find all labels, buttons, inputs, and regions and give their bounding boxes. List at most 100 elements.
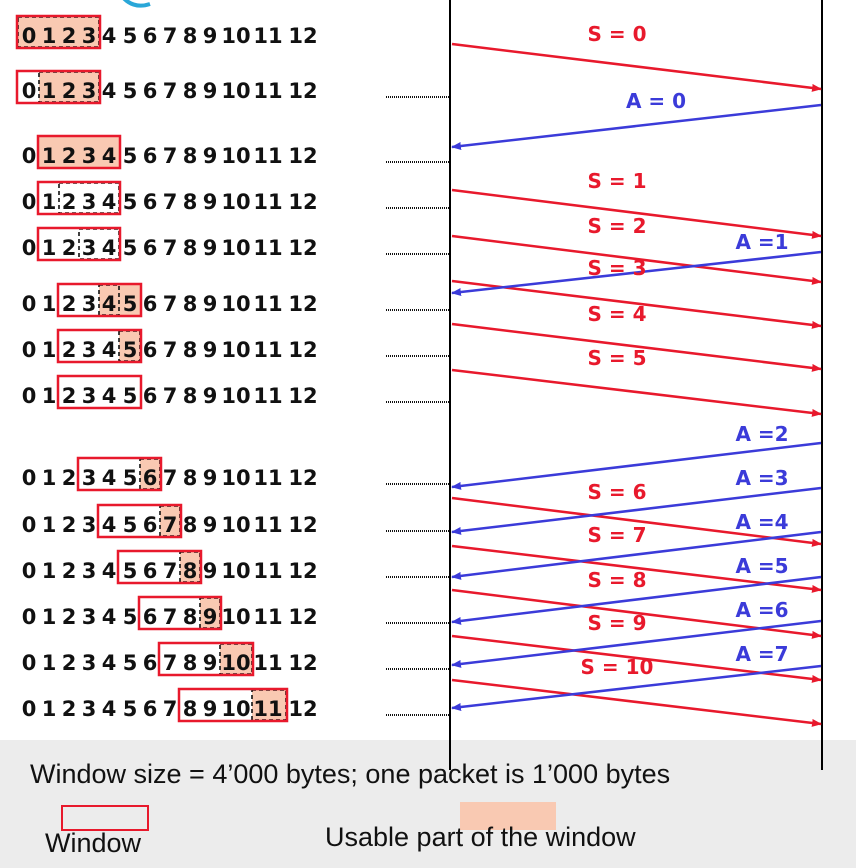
sequence-number: 11	[253, 697, 282, 721]
sequence-number: 4	[102, 559, 117, 583]
ack-arrow	[451, 530, 822, 580]
send-arrow	[451, 368, 822, 417]
window-frame	[96, 503, 183, 539]
sequence-number: 10	[221, 559, 250, 583]
sequence-number: 6	[143, 513, 158, 537]
usable-cell	[220, 644, 252, 674]
ack-arrow	[451, 441, 822, 490]
sequence-number: 5	[123, 190, 138, 214]
sequence-number: 6	[143, 79, 158, 103]
sequence-number: 1	[42, 24, 57, 48]
sequence-number: 2	[62, 79, 77, 103]
window-row: 0 1 2 3 4 5 6 7 8 9 10 11 12	[22, 549, 318, 585]
sequence-number: 12	[288, 384, 317, 408]
usable-cell	[119, 285, 140, 315]
sequence-number: 1	[42, 466, 57, 490]
sequence-number: 7	[163, 190, 178, 214]
sequence-number: 1	[42, 79, 57, 103]
sequence-number: 4	[102, 79, 117, 103]
usable-cell	[39, 137, 59, 167]
sequence-number: 5	[123, 466, 138, 490]
window-row: 0 1 2 3 4 5 6 7 8 9 10 11 12	[22, 687, 318, 723]
send-label: S = 6	[587, 480, 646, 504]
sequence-number: 4	[102, 190, 117, 214]
sequence-number: 10	[221, 338, 250, 362]
send-label: S = 9	[587, 611, 646, 635]
send-label: S = 7	[587, 523, 646, 547]
send-arrow	[451, 678, 822, 727]
send-label: S = 10	[581, 655, 654, 679]
sequence-number: 5	[123, 236, 138, 260]
sequence-number: 0	[22, 292, 37, 316]
sequence-number: 5	[123, 605, 138, 629]
sequence-number: 8	[183, 697, 198, 721]
sequence-number: 5	[123, 384, 138, 408]
sequence-number: 4	[102, 236, 117, 260]
sequence-number: 8	[183, 651, 198, 675]
send-label: S = 5	[587, 346, 646, 370]
sequence-number: 1	[42, 651, 57, 675]
send-label: S = 3	[587, 256, 646, 280]
window-rows: 0 1 2 3 4 5 6 7 8 9 10 11 120 1 2 3 4 5 6 7 8 9 10 11 120 1 2 3 4 5 6 7…	[15, 14, 318, 723]
sequence-number: 5	[123, 513, 138, 537]
ack-arrow	[451, 664, 822, 711]
window-frame	[137, 595, 223, 631]
sequence-number: 1	[42, 292, 57, 316]
ack-label: A =3	[735, 466, 788, 490]
sequence-number: 3	[82, 236, 97, 260]
sequence-number: 10	[221, 236, 250, 260]
sequence-number: 7	[163, 559, 178, 583]
sequence-number: 8	[183, 24, 198, 48]
sequence-number: 8	[183, 513, 198, 537]
sequence-number: 2	[62, 144, 77, 168]
sequence-number: 11	[253, 190, 282, 214]
sequence-number: 1	[42, 384, 57, 408]
sequence-number: 6	[143, 384, 158, 408]
sequence-number: 8	[183, 79, 198, 103]
ack-arrow	[451, 575, 822, 625]
window-frame	[56, 328, 143, 364]
usable-cell	[79, 17, 99, 47]
send-arrow	[451, 279, 822, 329]
window-frame	[157, 641, 255, 677]
window-row: 0 1 2 3 4 5 6 7 8 9 10 11 12	[22, 374, 318, 410]
sequence-number: 7	[163, 79, 178, 103]
sequence-number: 12	[288, 559, 317, 583]
sequence-number: 5	[123, 338, 138, 362]
usable-cell	[140, 459, 160, 489]
sequence-number: 1	[42, 697, 57, 721]
send-arrow	[451, 544, 822, 593]
window-frame	[56, 282, 143, 318]
sequence-number: 6	[143, 559, 158, 583]
sequence-number: 6	[143, 338, 158, 362]
send-label: S = 4	[587, 302, 646, 326]
window-frame	[36, 134, 122, 170]
sequence-number: 11	[253, 466, 282, 490]
sequence-number: 10	[221, 466, 250, 490]
sequence-number: 11	[253, 236, 282, 260]
sequence-number: 7	[163, 466, 178, 490]
sequence-number: 3	[82, 24, 97, 48]
sequence-number: 3	[82, 513, 97, 537]
sequence-number: 9	[203, 605, 218, 629]
sequence-number: 1	[42, 559, 57, 583]
sequence-number: 0	[22, 605, 37, 629]
sequence-number: 11	[253, 559, 282, 583]
sequence-number: 9	[203, 513, 218, 537]
sequence-number: 11	[253, 605, 282, 629]
sequence-number: 10	[221, 190, 250, 214]
sequence-number: 9	[203, 79, 218, 103]
sequence-number: 4	[102, 338, 117, 362]
sequence-number: 8	[183, 190, 198, 214]
usable-cell	[39, 17, 59, 47]
legend-footer	[0, 740, 856, 868]
send-arrow	[451, 496, 822, 547]
window-frame	[36, 226, 122, 262]
window-row: 0 1 2 3 4 5 6 7 8 9 10 11 12	[22, 180, 318, 216]
window-row: 0 1 2 3 4 5 6 7 8 9 10 11 12	[22, 328, 318, 364]
sequence-number: 7	[163, 338, 178, 362]
sequence-number: 3	[82, 651, 97, 675]
message-arrows	[451, 42, 822, 727]
sequence-number: 4	[102, 292, 117, 316]
